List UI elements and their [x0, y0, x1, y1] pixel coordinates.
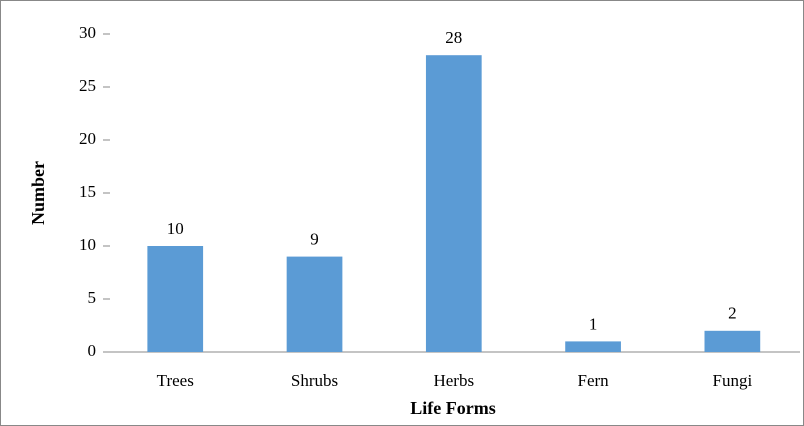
bar	[147, 246, 204, 352]
x-axis-title: Life Forms	[410, 398, 495, 418]
x-tick-label: Herbs	[433, 371, 474, 390]
x-tick-label: Fungi	[713, 371, 753, 390]
bar	[704, 330, 761, 352]
y-tick-label: 15	[79, 182, 96, 201]
y-tick-label: 0	[88, 341, 97, 360]
data-label: 2	[728, 304, 737, 323]
data-label: 1	[589, 314, 598, 333]
y-tick-label: 20	[79, 129, 96, 148]
data-label: 10	[167, 219, 184, 238]
y-tick-label: 5	[88, 288, 97, 307]
x-tick-label: Trees	[157, 371, 194, 390]
data-label: 9	[310, 230, 319, 249]
bar	[565, 341, 621, 352]
data-label: 28	[445, 28, 462, 47]
bar	[425, 55, 482, 352]
y-tick-label: 30	[79, 23, 96, 42]
y-tick-label: 10	[79, 235, 96, 254]
y-axis-title: Number	[28, 161, 48, 225]
x-tick-label: Fern	[577, 371, 609, 390]
y-tick-label: 25	[79, 76, 96, 95]
x-tick-label: Shrubs	[291, 371, 338, 390]
bar	[286, 256, 343, 352]
